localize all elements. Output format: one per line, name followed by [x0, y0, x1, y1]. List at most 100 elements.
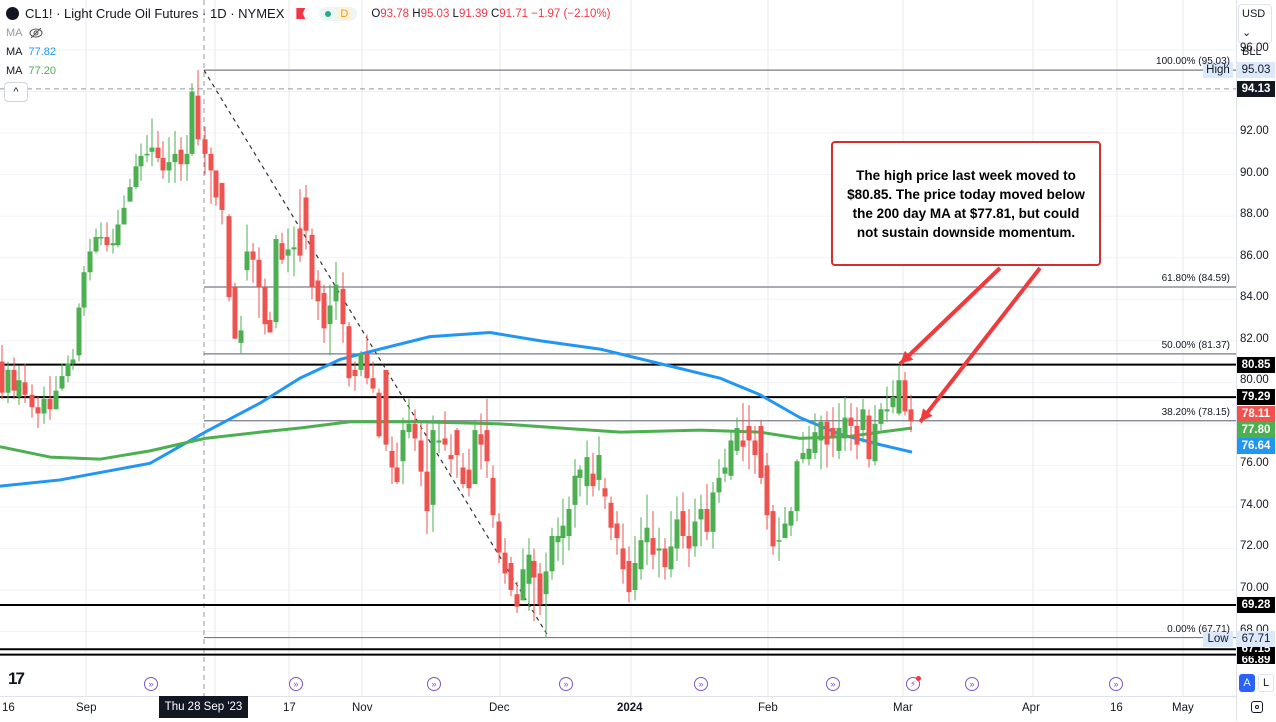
- symbol-logo-icon: [6, 7, 19, 20]
- economic-event-icon[interactable]: »: [144, 677, 158, 691]
- economic-event-icon[interactable]: »: [559, 677, 573, 691]
- economic-event-icon[interactable]: »: [694, 677, 708, 691]
- candle-body: [776, 540, 782, 542]
- candle-body: [81, 272, 87, 308]
- candle-body: [232, 286, 238, 339]
- indicator-label: MA: [6, 65, 23, 77]
- candle-body: [383, 369, 389, 445]
- candle-body: [133, 166, 139, 188]
- eye-hidden-icon[interactable]: [29, 27, 43, 39]
- candle-body: [824, 421, 830, 445]
- candle-body: [566, 509, 572, 537]
- candle-body: [878, 409, 884, 424]
- indicator-ma-hidden[interactable]: MA: [6, 27, 43, 39]
- candle-body: [76, 307, 82, 356]
- currency-unit-selector[interactable]: USD ⌄ BLL ⌄: [1238, 4, 1272, 77]
- candle-body: [866, 415, 872, 460]
- alert-lightning-icon[interactable]: ⚡: [906, 676, 921, 691]
- annotation-callout[interactable]: The high price last week moved to $80.85…: [831, 141, 1101, 266]
- candle-body: [596, 455, 602, 480]
- candle-body: [770, 511, 776, 547]
- time-tick-label: 2024: [617, 702, 643, 714]
- candle-body: [836, 428, 842, 451]
- candle-body: [577, 469, 583, 478]
- currency-dropdown[interactable]: USD ⌄: [1242, 8, 1266, 39]
- high-value: 95.03: [420, 7, 450, 20]
- candle-body: [508, 563, 514, 591]
- fib-level-label: 100.00% (95.03): [1156, 56, 1230, 68]
- candle-body: [155, 147, 161, 159]
- candle-body: [728, 440, 734, 476]
- candle-body: [406, 423, 412, 433]
- chart-settings-icon[interactable]: [1251, 701, 1263, 713]
- economic-event-icon[interactable]: »: [1109, 677, 1123, 691]
- flag-icon[interactable]: [296, 8, 306, 19]
- candle-body: [896, 380, 902, 414]
- time-tick-label: 16: [2, 702, 15, 714]
- candle-body: [460, 467, 466, 485]
- candle-body: [358, 353, 364, 370]
- candle-body: [110, 243, 116, 246]
- time-tick-label: Apr: [1022, 702, 1040, 714]
- economic-event-icon[interactable]: »: [427, 677, 441, 691]
- candle-body: [65, 363, 71, 377]
- candle-body: [22, 382, 28, 395]
- high-label-tag: High: [1203, 62, 1233, 78]
- candle-body: [560, 525, 566, 539]
- candle-body: [5, 369, 11, 393]
- candle-body: [572, 475, 578, 505]
- time-axis[interactable]: 16 Sep 17 Nov Dec 2024 Feb Mar Apr 16 May: [0, 696, 1236, 722]
- candle-body: [98, 236, 104, 239]
- candle-body: [752, 440, 758, 456]
- time-tick-label: Sep: [76, 702, 97, 714]
- low-value: 91.39: [458, 7, 488, 20]
- economic-event-icon[interactable]: »: [289, 677, 303, 691]
- candle-body: [650, 538, 656, 555]
- candle-body: [531, 560, 537, 578]
- price-tick-label: 82.00: [1240, 332, 1269, 345]
- indicator-ma-200[interactable]: MA 77.20: [6, 65, 56, 77]
- close-value: 91.71: [499, 7, 529, 20]
- open-label: O: [371, 7, 381, 20]
- symbol-title[interactable]: CL1! · Light Crude Oil Futures · 1D · NY…: [25, 6, 285, 21]
- market-open-dot-icon: [325, 10, 332, 17]
- candle-body: [746, 425, 752, 441]
- collapse-legend-button[interactable]: ^: [4, 82, 28, 102]
- candle-body: [321, 293, 327, 329]
- candle-body: [454, 430, 460, 456]
- price-tick-label: 72.00: [1240, 540, 1269, 553]
- market-status-pill[interactable]: D: [319, 6, 358, 21]
- candle-body: [262, 286, 268, 325]
- candle-body: [115, 224, 121, 246]
- indicator-ma-100[interactable]: MA 77.82: [6, 46, 56, 58]
- candle-body: [860, 409, 866, 431]
- fib-level-label: 50.00% (81.37): [1161, 339, 1230, 351]
- candle-body: [884, 409, 890, 412]
- time-tick-label: Dec: [489, 702, 510, 714]
- price-tag: 77.80: [1237, 422, 1275, 438]
- candle-body: [195, 95, 201, 140]
- candle-body: [244, 251, 250, 271]
- open-value: 93.78: [380, 7, 410, 20]
- candle-body: [41, 398, 47, 414]
- auto-scale-button[interactable]: A: [1239, 674, 1255, 692]
- tradingview-logo-icon[interactable]: 17: [8, 669, 25, 688]
- candle-body: [806, 448, 812, 460]
- time-tick-label: 17: [283, 702, 296, 714]
- candle-body: [788, 511, 794, 526]
- economic-event-icon[interactable]: »: [826, 677, 840, 691]
- candle-body: [902, 380, 908, 412]
- price-chart-canvas[interactable]: [0, 0, 1236, 696]
- candle-body: [584, 457, 590, 487]
- indicator-value: 77.82: [28, 46, 57, 58]
- candle-body: [178, 149, 184, 165]
- fib-level-label: 61.80% (84.59): [1161, 272, 1230, 284]
- candle-body: [537, 573, 543, 605]
- symbol-legend: CL1! · Light Crude Oil Futures · 1D · NY…: [6, 6, 611, 21]
- candle-body: [346, 326, 352, 379]
- log-scale-button[interactable]: L: [1258, 674, 1274, 692]
- delayed-badge: D: [337, 7, 352, 20]
- candle-body: [0, 361, 5, 393]
- economic-event-icon[interactable]: »: [965, 677, 979, 691]
- fib-trend-line[interactable]: [203, 69, 550, 638]
